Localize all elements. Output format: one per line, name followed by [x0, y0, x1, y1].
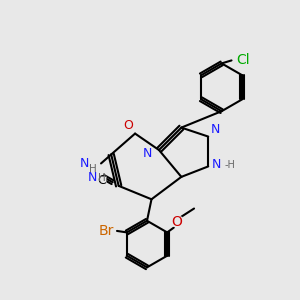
FancyBboxPatch shape	[211, 160, 222, 170]
FancyBboxPatch shape	[235, 55, 251, 66]
FancyBboxPatch shape	[172, 217, 182, 227]
FancyBboxPatch shape	[142, 149, 153, 159]
Text: N: N	[79, 157, 89, 169]
FancyBboxPatch shape	[223, 160, 237, 170]
Text: -H: -H	[224, 160, 235, 170]
FancyBboxPatch shape	[123, 120, 134, 130]
FancyBboxPatch shape	[210, 125, 221, 135]
Text: C: C	[97, 174, 106, 187]
FancyBboxPatch shape	[82, 165, 104, 184]
Text: Br: Br	[98, 224, 114, 238]
Text: N: N	[211, 124, 220, 136]
FancyBboxPatch shape	[96, 226, 116, 236]
Text: O: O	[124, 119, 134, 132]
FancyBboxPatch shape	[79, 158, 89, 168]
Text: O: O	[172, 215, 182, 229]
Text: H: H	[89, 164, 97, 174]
Text: N: N	[88, 171, 98, 184]
Text: N: N	[212, 158, 221, 171]
Text: N: N	[143, 147, 152, 161]
Text: Cl: Cl	[236, 53, 250, 68]
Text: H: H	[98, 173, 106, 183]
FancyBboxPatch shape	[96, 176, 106, 185]
